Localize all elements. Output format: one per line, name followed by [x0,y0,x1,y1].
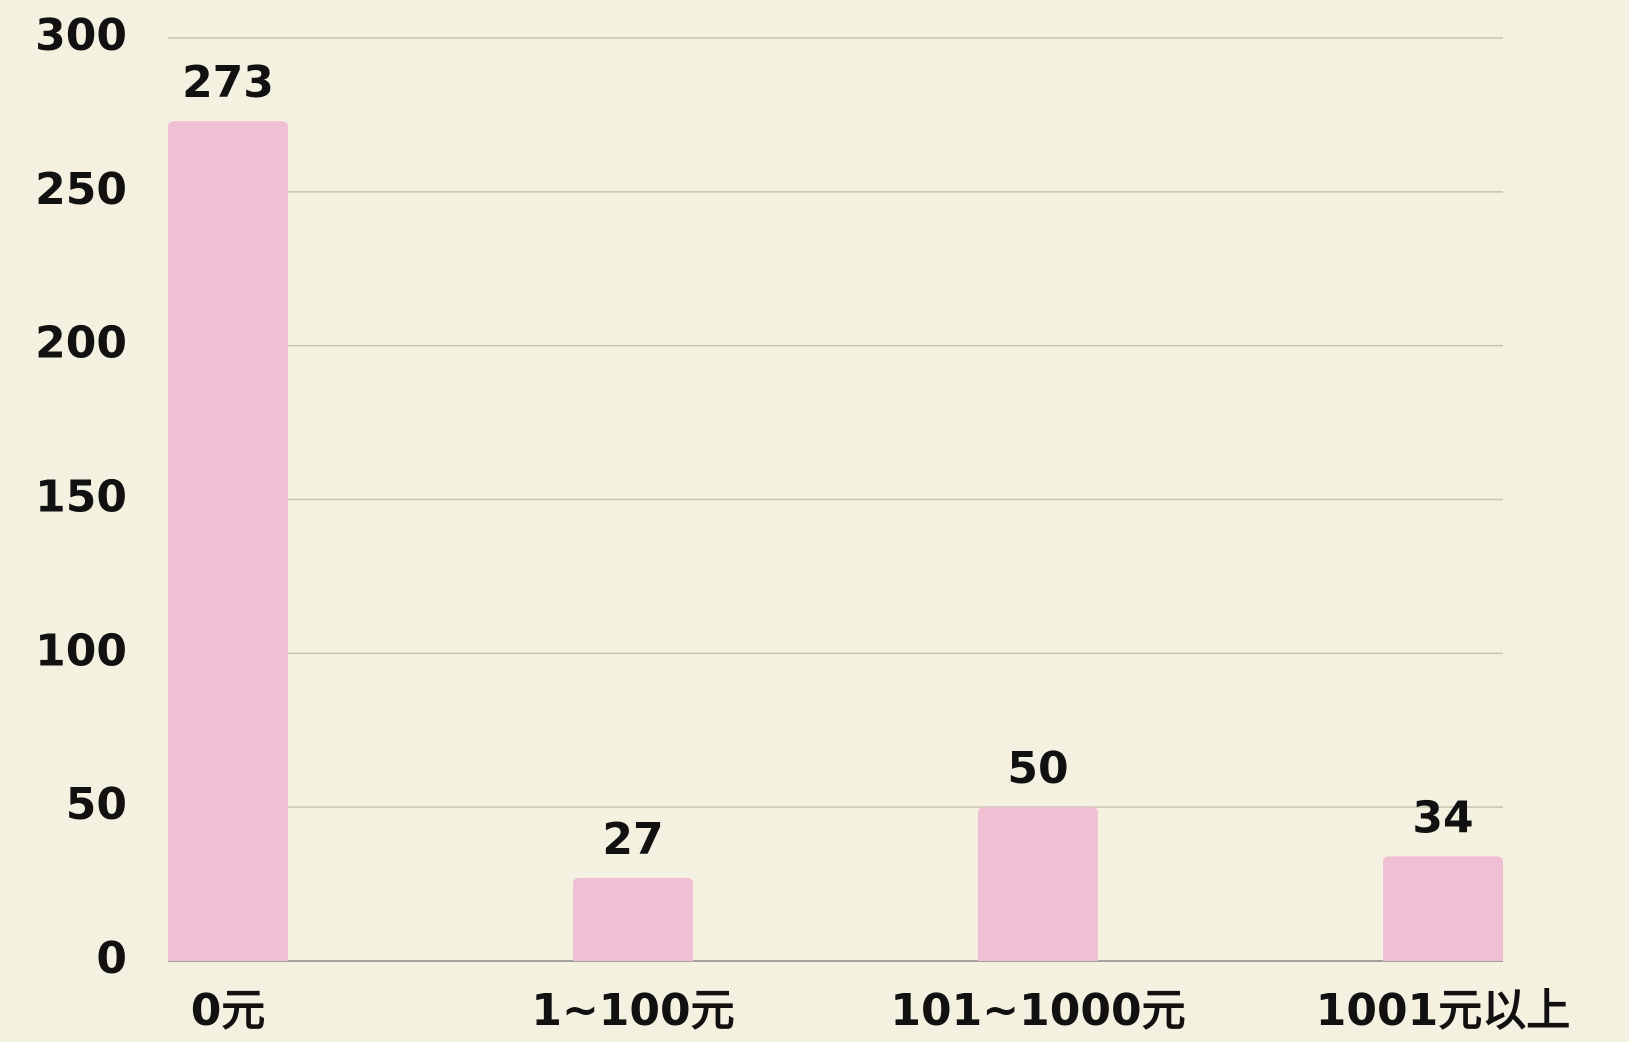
y-tick-label: 150 [35,472,127,523]
y-tick-label: 300 [35,10,127,61]
y-tick-label: 100 [35,625,127,676]
value-label: 50 [1007,743,1068,794]
value-label: 27 [602,814,663,865]
y-tick-label: 250 [35,164,127,215]
value-label: 34 [1412,792,1473,843]
bar [978,807,1098,961]
y-tick-label: 50 [66,779,127,830]
value-label: 273 [182,57,274,108]
x-tick-label: 101~1000元 [890,985,1185,1036]
x-tick-label: 1001元以上 [1316,985,1570,1036]
bar [1383,856,1503,961]
x-tick-label: 0元 [191,985,266,1036]
x-tick-label: 1~100元 [531,985,734,1036]
bar [573,877,693,961]
y-tick-label: 200 [35,318,127,369]
bar [168,121,288,961]
y-tick-label: 0 [96,933,127,984]
